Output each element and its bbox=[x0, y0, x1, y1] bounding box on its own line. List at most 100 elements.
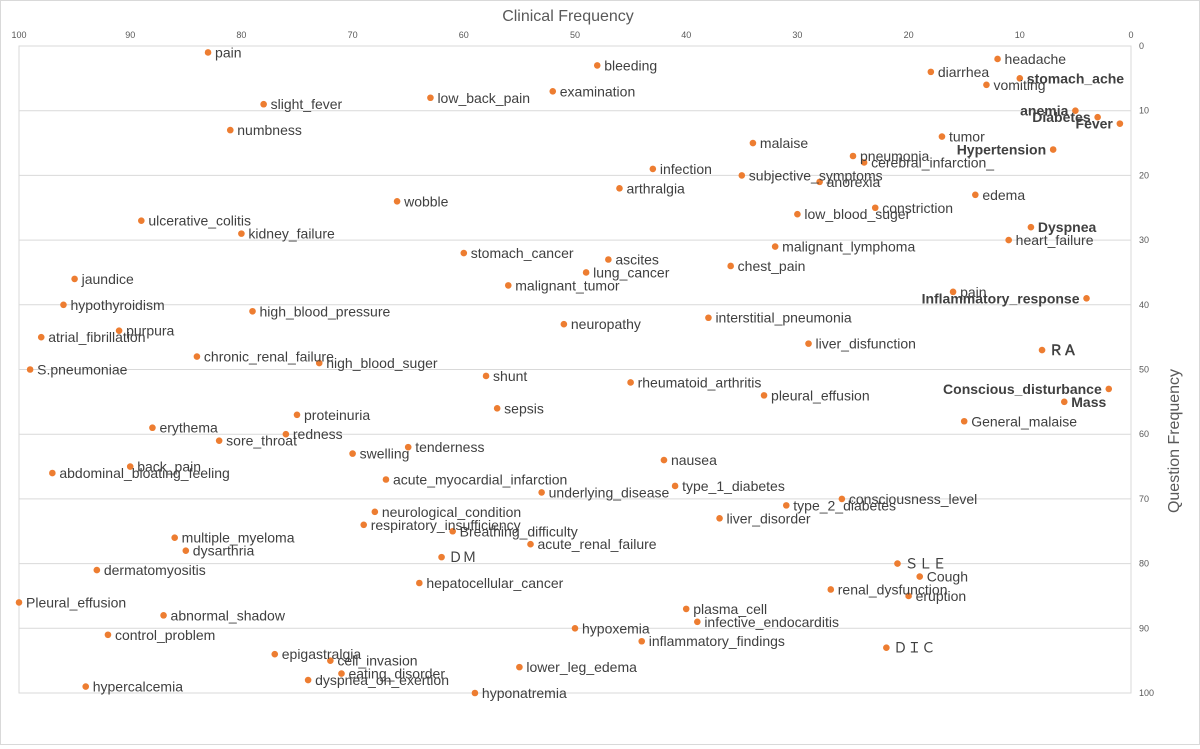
scatter-point bbox=[871, 204, 879, 212]
point-label: liver_disfunction bbox=[816, 336, 916, 352]
point-label: plasma_cell bbox=[693, 601, 767, 617]
point-label: vomiting bbox=[993, 77, 1045, 93]
x-tick-label: 80 bbox=[236, 30, 246, 40]
point-label: neurological_condition bbox=[382, 504, 521, 520]
x-tick-label: 40 bbox=[681, 30, 691, 40]
point-label: hypothyroidism bbox=[70, 297, 164, 313]
x-tick-label: 0 bbox=[1128, 30, 1133, 40]
scatter-point bbox=[49, 469, 56, 477]
point-label: hepatocellular_cancer bbox=[426, 575, 563, 591]
scatter-point bbox=[327, 657, 334, 664]
tick-labels: 100 90 80 70 60 50 40 30 20 10 0010203040506070809… bbox=[11, 30, 1154, 698]
scatter-point bbox=[582, 269, 590, 276]
point-label: abdominal_bloating_feeling bbox=[59, 465, 229, 481]
scatter-point bbox=[349, 450, 356, 457]
point-label: diarrhea bbox=[938, 64, 990, 80]
point-label: malignant_tumor bbox=[515, 277, 620, 293]
scatter-point bbox=[504, 282, 512, 289]
grid-layer bbox=[18, 45, 1132, 694]
scatter-point bbox=[1049, 146, 1057, 153]
point-label: Fever bbox=[1076, 116, 1114, 132]
point-label: atrial_fibrillation bbox=[48, 329, 145, 345]
point-label: sepsis bbox=[504, 400, 544, 416]
x-tick-label: 60 bbox=[459, 30, 469, 40]
point-label: numbness bbox=[237, 122, 302, 138]
point-label: Conscious_disturbance bbox=[943, 381, 1102, 397]
point-label: stomach_cancer bbox=[471, 245, 574, 261]
scatter-point bbox=[1027, 223, 1035, 231]
scatter-point bbox=[1094, 113, 1101, 121]
y-axis-title: Question Frequency bbox=[1166, 369, 1183, 513]
scatter-point bbox=[249, 307, 256, 315]
point-label: General_malaise bbox=[971, 413, 1077, 429]
point-label: jaundice bbox=[81, 271, 134, 287]
point-label: pain bbox=[960, 284, 986, 300]
scatter-point bbox=[638, 637, 646, 645]
x-tick-label: 90 bbox=[125, 30, 135, 40]
scatter-point bbox=[916, 573, 924, 580]
scatter-point bbox=[516, 663, 523, 671]
x-tick-label: 30 bbox=[792, 30, 802, 40]
scatter-point bbox=[238, 230, 245, 237]
point-label: erythema bbox=[159, 420, 218, 436]
point-label: control_problem bbox=[115, 627, 215, 643]
point-label: tumor bbox=[949, 129, 985, 145]
point-label: high_blood_pressure bbox=[260, 303, 391, 319]
scatter-point bbox=[860, 159, 868, 166]
point-label: Inflammatory_response bbox=[922, 290, 1080, 306]
y-tick-label: 20 bbox=[1139, 170, 1149, 180]
scatter-point bbox=[593, 62, 601, 69]
point-label: ascites bbox=[615, 252, 659, 268]
scatter-point bbox=[482, 372, 490, 380]
point-label: hyponatremia bbox=[482, 685, 567, 701]
scatter-point bbox=[1072, 107, 1079, 114]
point-label: dysarthria bbox=[193, 543, 255, 559]
scatter-point bbox=[1038, 346, 1046, 354]
scatter-point bbox=[805, 340, 812, 347]
scatter-point bbox=[149, 424, 156, 432]
scatter-point bbox=[960, 417, 968, 425]
scatter-point bbox=[438, 553, 445, 561]
point-label: edema bbox=[982, 187, 1025, 203]
scatter-point bbox=[204, 49, 212, 56]
scatter-point bbox=[760, 392, 768, 399]
scatter-point bbox=[849, 152, 857, 160]
scatter-point bbox=[1060, 398, 1068, 406]
point-label: liver_disorder bbox=[727, 510, 811, 526]
scatter-point bbox=[816, 178, 823, 186]
point-label: shunt bbox=[493, 368, 527, 384]
y-tick-label: 30 bbox=[1139, 235, 1149, 245]
point-label: tenderness bbox=[415, 439, 484, 455]
scatter-point bbox=[571, 625, 579, 632]
scatter-point bbox=[927, 68, 935, 76]
point-label: consciousness_level bbox=[849, 491, 977, 507]
point-label: eruption bbox=[916, 588, 967, 604]
x-tick-label: 50 bbox=[570, 30, 580, 40]
point-label: chronic_renal_failure bbox=[204, 349, 334, 365]
point-label: eating_disorder bbox=[348, 666, 445, 682]
point-label: examination bbox=[560, 83, 636, 99]
point-label: cell_invasion bbox=[337, 653, 417, 669]
point-label: ＳＬＥ bbox=[904, 556, 946, 572]
scatter-point bbox=[215, 437, 223, 444]
y-tick-label: 40 bbox=[1139, 300, 1149, 310]
scatter-point bbox=[304, 676, 312, 684]
scatter-point bbox=[15, 599, 23, 606]
y-tick-label: 10 bbox=[1139, 106, 1149, 116]
scatter-point bbox=[682, 605, 690, 613]
scatter-point bbox=[660, 456, 668, 464]
point-label: ＤＩＣ bbox=[893, 640, 935, 656]
x-tick-label: 10 bbox=[1015, 30, 1025, 40]
scatter-point bbox=[1105, 385, 1113, 393]
x-tick-label: 20 bbox=[904, 30, 914, 40]
scatter-point bbox=[37, 333, 45, 341]
point-label: hypoxemia bbox=[582, 620, 650, 636]
y-tick-label: 0 bbox=[1139, 41, 1144, 51]
point-labels: pain bleeding headache diarrhea stomach_ache… bbox=[26, 44, 1124, 701]
y-tick-label: 50 bbox=[1139, 365, 1149, 375]
scatter-point bbox=[115, 327, 123, 334]
scatter-point bbox=[293, 411, 301, 419]
y-tick-label: 90 bbox=[1139, 623, 1149, 633]
point-label: Breathing_difficulty bbox=[460, 523, 578, 539]
scatter-point bbox=[226, 126, 234, 134]
